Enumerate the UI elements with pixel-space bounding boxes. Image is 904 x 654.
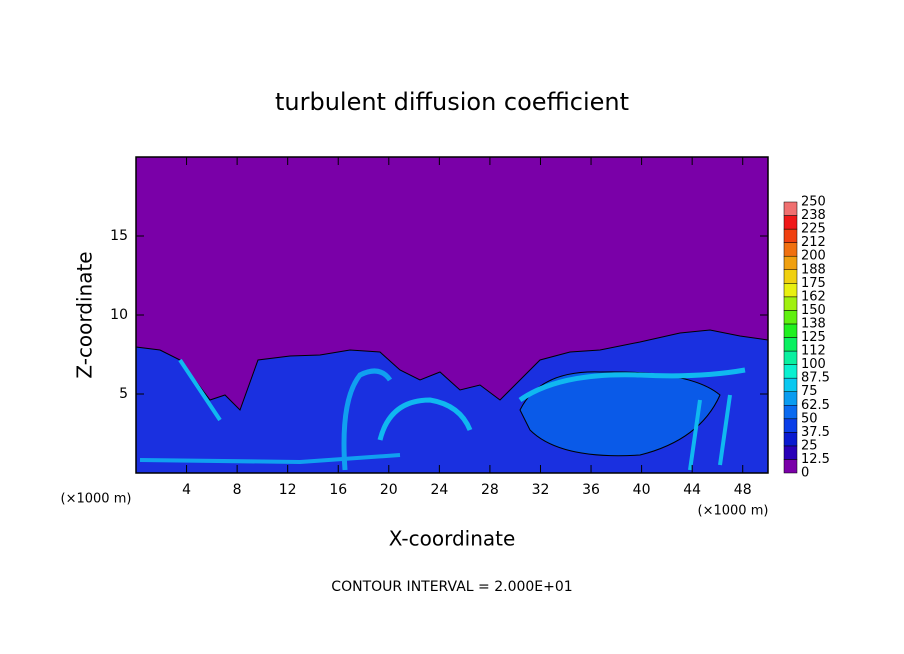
colorbar-swatch	[783, 296, 798, 311]
field-streak	[178, 358, 222, 422]
x-tick-label: 24	[430, 482, 448, 498]
colorbar-label: 87.5	[801, 371, 830, 386]
colorbar-label: 212	[801, 235, 826, 250]
colorbar-label: 112	[801, 344, 826, 359]
colorbar-swatch	[783, 405, 798, 420]
x-tick-label: 28	[481, 482, 499, 498]
colorbar-swatch	[783, 350, 798, 365]
chart-title: turbulent diffusion coefficient	[275, 88, 629, 116]
colorbar-label: 175	[801, 276, 826, 291]
x-tick-label: 32	[532, 482, 550, 498]
x-axis-label: X-coordinate	[389, 527, 516, 551]
field-region	[519, 371, 721, 457]
colorbar-swatch	[783, 337, 798, 352]
x-tick-label: 20	[380, 482, 398, 498]
field-streak	[341, 368, 393, 471]
x-tick-label: 12	[279, 482, 297, 498]
field-streak	[518, 367, 746, 403]
colorbar-swatch	[783, 255, 798, 271]
y-tick-label: 15	[110, 228, 128, 244]
x-tick-label: 8	[233, 482, 242, 498]
colorbar-swatch	[783, 215, 798, 230]
colorbar-swatch	[783, 418, 798, 433]
colorbar-label: 12.5	[801, 452, 830, 467]
colorbar-label: 25	[801, 438, 818, 453]
colorbar-swatch	[783, 432, 798, 447]
field	[135, 157, 769, 474]
colorbar-label: 200	[801, 249, 826, 264]
y-tick-label: 10	[110, 307, 128, 323]
x-tick-label: 16	[329, 482, 347, 498]
colorbar-swatch	[783, 283, 798, 298]
y-unit-label: (×1000 m)	[61, 492, 132, 507]
colorbar-label: 225	[801, 222, 826, 237]
x-tick-label: 48	[734, 482, 752, 498]
colorbar-label: 138	[801, 316, 826, 331]
colorbar-swatch	[783, 242, 798, 257]
footer-note: CONTOUR INTERVAL = 2.000E+01	[331, 579, 572, 595]
field-streak	[377, 397, 473, 441]
colorbar-swatch	[783, 269, 798, 284]
colorbar-label: 100	[801, 357, 826, 372]
colorbar-label: 188	[801, 262, 826, 277]
x-tick-label: 36	[582, 482, 600, 498]
colorbar-label: 238	[801, 208, 826, 223]
colorbar-swatch	[783, 310, 798, 325]
colorbar-swatch	[783, 323, 798, 338]
x-unit-label: (×1000 m)	[698, 504, 769, 519]
colorbar-swatch	[783, 228, 798, 243]
colorbar-swatch	[783, 364, 798, 379]
y-axis-label: Z-coordinate	[73, 251, 97, 378]
x-tick-label: 4	[182, 482, 191, 498]
colorbar-label: 250	[801, 195, 826, 210]
x-tick-label: 44	[683, 482, 701, 498]
colorbar-swatch	[783, 459, 798, 474]
colorbar-swatch	[783, 445, 798, 460]
colorbar-label: 75	[801, 384, 818, 399]
colorbar-label: 150	[801, 303, 826, 318]
colorbar-label: 125	[801, 330, 826, 345]
field-streak	[139, 453, 401, 465]
field-streak	[688, 394, 732, 471]
colorbar-label: 62.5	[801, 398, 830, 413]
colorbar-label: 37.5	[801, 425, 830, 440]
colorbar-swatch	[783, 391, 798, 406]
colorbar-swatch	[783, 201, 798, 216]
y-tick-label: 5	[119, 386, 128, 402]
colorbar-label: 0	[801, 466, 809, 481]
colorbar-swatch	[783, 377, 798, 392]
colorbar-label: 50	[801, 411, 818, 426]
x-tick-label: 40	[633, 482, 651, 498]
colorbar-label: 162	[801, 289, 826, 304]
